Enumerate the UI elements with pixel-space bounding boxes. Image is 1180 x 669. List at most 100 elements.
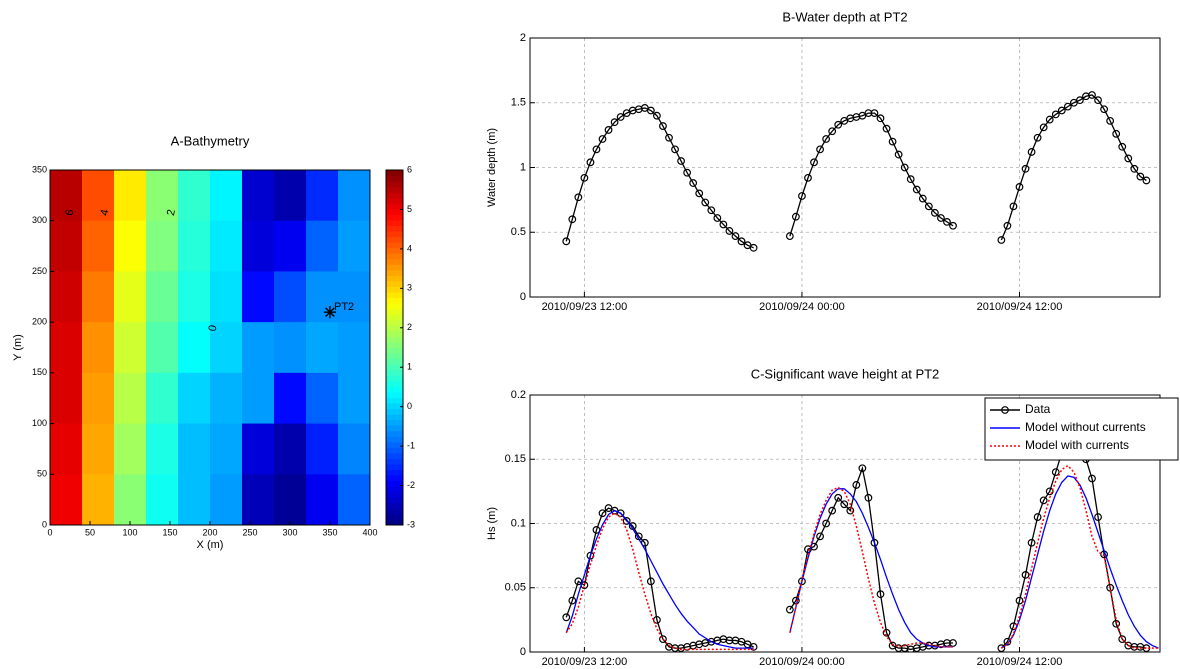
data-point	[659, 122, 667, 130]
data-point	[828, 506, 837, 515]
data-point	[912, 185, 921, 194]
colorbar-swatch	[386, 469, 403, 476]
colorbar-swatch	[386, 508, 403, 515]
heatmap-cell	[178, 474, 211, 526]
data-point	[1045, 115, 1054, 124]
colorbar-swatch	[386, 319, 403, 326]
data-point	[1015, 183, 1024, 191]
x-tick-label: 400	[362, 527, 377, 537]
colorbar-swatch	[386, 242, 403, 249]
y-tick-label: 0	[520, 646, 526, 658]
heatmap-cell	[274, 271, 307, 323]
heatmap-cell	[50, 220, 83, 272]
data-point	[894, 150, 903, 159]
data-point	[876, 590, 885, 599]
colorbar-swatch	[386, 414, 403, 421]
y-tick-label: 100	[32, 418, 47, 428]
data-point	[864, 493, 873, 502]
heatmap-cell	[242, 220, 275, 272]
colorbar-swatch	[386, 253, 403, 260]
colorbar-swatch	[386, 358, 403, 365]
colorbar-tick-label: -3	[407, 519, 415, 529]
plot-frame	[529, 394, 1161, 653]
colorbar-tick-label: 1	[407, 362, 412, 372]
heatmap-cell	[338, 474, 371, 526]
y-tick-label: 150	[32, 367, 47, 377]
data-point	[749, 243, 758, 252]
heatmap-cell	[306, 220, 339, 272]
heatmap-cell	[146, 372, 179, 425]
colorbar-tick-label: -2	[407, 480, 415, 490]
data-point	[882, 628, 891, 637]
heatmap-cell	[178, 423, 211, 475]
data-point	[804, 173, 812, 182]
data-point	[888, 137, 897, 146]
colorbar-swatch	[386, 347, 403, 354]
data-point	[1118, 635, 1127, 644]
data-point	[695, 189, 704, 198]
colorbar-swatch	[386, 369, 403, 376]
x-tick-label: 250	[242, 527, 257, 537]
colorbar-swatch	[386, 486, 403, 493]
colorbar-swatch	[386, 436, 403, 443]
heatmap-cell	[242, 170, 275, 222]
y-axis-label: Y (m)	[12, 334, 24, 361]
heatmap-cell	[338, 322, 371, 374]
contour-label: 4	[99, 209, 112, 217]
colorbar-swatch	[386, 519, 403, 526]
data-point	[659, 635, 667, 644]
heatmap-cell	[210, 170, 243, 222]
data-point	[810, 158, 818, 167]
data-point	[1076, 96, 1084, 105]
heatmap-cell	[178, 271, 211, 323]
data-point	[858, 464, 867, 473]
heatmap-cell	[50, 423, 83, 475]
heatmap-cell	[50, 170, 83, 222]
y-tick-label: 2	[520, 32, 526, 44]
data-point	[677, 157, 685, 165]
data-point	[882, 124, 891, 133]
colorbar-swatch	[386, 258, 403, 265]
data-point	[930, 208, 939, 217]
data-point	[622, 517, 631, 525]
heatmap-cell	[274, 170, 307, 222]
colorbar-swatch	[386, 197, 403, 204]
colorbar-tick-label: 2	[407, 322, 412, 332]
legend-label: Model with currents	[1025, 438, 1129, 452]
x-tick-label: 2010/09/24 00:00	[759, 656, 845, 668]
data-point	[1039, 496, 1048, 505]
heatmap-cell	[114, 170, 147, 222]
data-point	[1051, 110, 1060, 119]
heatmap-cell	[82, 271, 115, 323]
contour-label: 2	[165, 209, 178, 217]
data-point	[1094, 513, 1102, 521]
heatmap-cell	[50, 322, 83, 374]
data-point	[816, 532, 824, 541]
y-axis-label: Water depth (m)	[486, 128, 498, 207]
heatmap-cell	[50, 474, 83, 526]
heatmap-cell	[306, 423, 339, 475]
colorbar-swatch	[386, 375, 403, 382]
heatmap-cell	[338, 220, 371, 272]
chart-title: C-Significant wave height at PT2	[751, 366, 940, 381]
x-tick-label: 300	[282, 527, 297, 537]
heatmap-cell	[82, 423, 115, 475]
data-point	[586, 158, 595, 167]
y-tick-label: 200	[32, 317, 47, 327]
colorbar-swatch	[386, 441, 403, 448]
data-point	[1094, 96, 1102, 105]
data-point	[562, 613, 571, 622]
heatmap-cell	[210, 372, 243, 425]
heatmap-cell	[242, 474, 275, 526]
colorbar-tick-label: 3	[407, 283, 412, 293]
data-point	[1063, 102, 1072, 111]
x-tick-label: 350	[322, 527, 337, 537]
colorbar-swatch	[386, 353, 403, 360]
data-point	[822, 135, 831, 143]
annotation-label: PT2	[334, 301, 354, 313]
heatmap-cell	[82, 474, 115, 526]
data-point	[737, 237, 746, 246]
colorbar-swatch	[386, 297, 403, 304]
data-point	[604, 126, 613, 134]
legend-label: Model without currents	[1025, 420, 1146, 434]
